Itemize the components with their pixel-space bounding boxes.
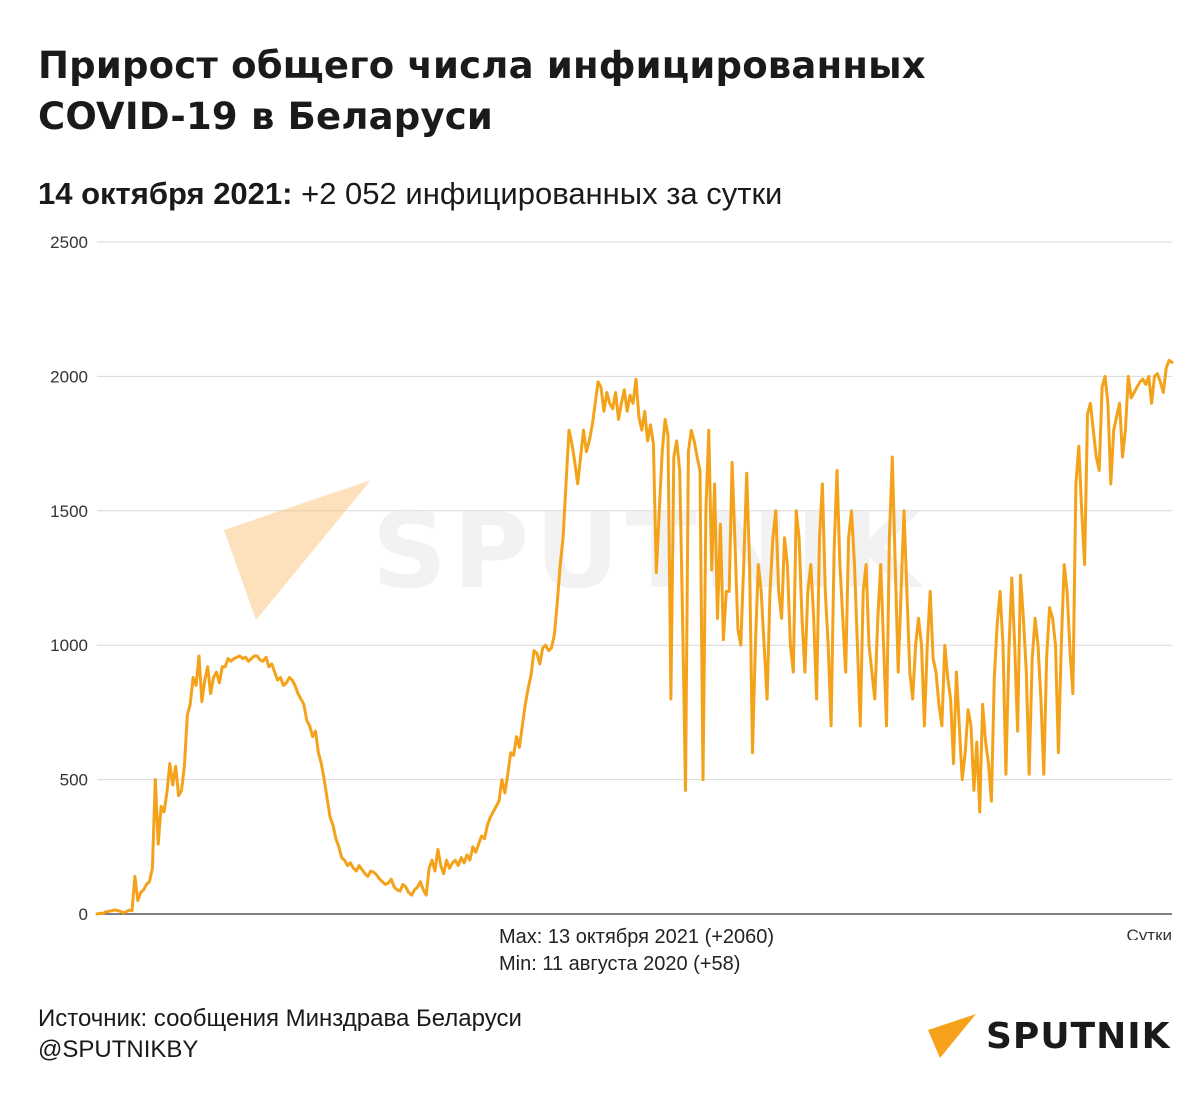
subtitle-text: +2 052 инфицированных за сутки <box>292 176 783 211</box>
sputnik-logo-icon <box>928 1014 976 1058</box>
y-tick-label: 1500 <box>50 502 88 521</box>
grid-lines <box>97 241 1172 915</box>
x-axis-label: Сутки <box>1127 926 1173 940</box>
y-tick-label: 2500 <box>50 233 88 252</box>
chart-subtitle: 14 октября 2021: +2 052 инфицированных з… <box>38 176 782 212</box>
y-axis-ticks: 0 500 1000 1500 2000 2500 <box>50 233 88 924</box>
subtitle-date: 14 октября 2021: <box>38 176 293 211</box>
chart-title: Прирост общего числа инфицированных COVI… <box>38 44 926 138</box>
y-tick-label: 500 <box>60 771 88 790</box>
sputnik-logo[interactable]: SPUTNIK <box>928 1010 1171 1062</box>
watermark-logo-shape <box>224 480 371 620</box>
watermark: SPUTNIK <box>224 480 927 620</box>
y-tick-label: 1000 <box>50 636 88 655</box>
max-note: Max: 13 октября 2021 (+2060) <box>499 926 775 948</box>
social-handle: @SPUTNIKBY <box>38 1036 199 1063</box>
series-line <box>95 358 1174 916</box>
y-tick-label: 0 <box>79 905 88 924</box>
min-note: Min: 11 августа 2020 (+58) <box>499 953 741 975</box>
line-chart: SPUTNIK 0 500 1000 1500 2000 2500 Сутки <box>50 233 1174 940</box>
y-tick-label: 2000 <box>50 367 88 386</box>
watermark-text: SPUTNIK <box>372 490 927 612</box>
source-text: Источник: сообщения Минздрава Беларуси <box>38 1005 522 1032</box>
footer: Источник: сообщения Минздрава Беларуси @… <box>38 1003 522 1065</box>
logo-text: SPUTNIK <box>986 1015 1171 1057</box>
